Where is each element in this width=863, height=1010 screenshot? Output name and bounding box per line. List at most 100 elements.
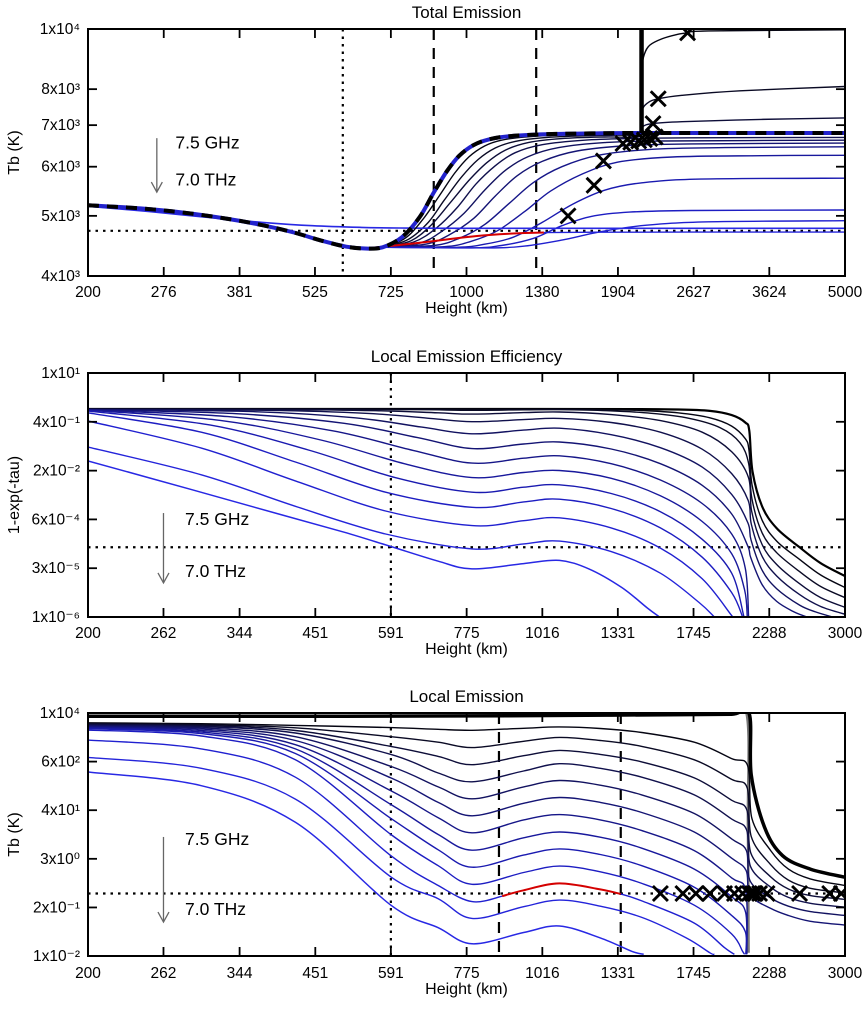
x-tick-label: 381	[227, 284, 253, 301]
x-marker	[791, 884, 809, 902]
y-tick-label: 6x10²	[41, 754, 80, 771]
curve-f10	[88, 729, 746, 955]
x-marker	[635, 131, 653, 149]
curve-f09	[88, 727, 748, 955]
x-tick-label: 775	[454, 625, 480, 642]
curve-f11-right	[620, 893, 735, 955]
x-tick-label: 1331	[601, 625, 635, 642]
curve-f02	[88, 722, 845, 894]
freq-arrow-head	[157, 572, 170, 585]
x-tick-label: 5000	[828, 284, 863, 301]
freq-arrow-head	[157, 911, 170, 924]
curve-f06	[88, 725, 845, 926]
curve-f01	[88, 408, 845, 589]
x-marker	[651, 884, 669, 902]
y-tick-label: 1x10⁴	[40, 705, 80, 722]
curve-f12	[88, 446, 715, 617]
plot-area-1	[88, 373, 845, 617]
x-marker	[743, 884, 762, 902]
x-tick-label: 2288	[752, 625, 786, 642]
x-tick-label: 200	[75, 284, 101, 301]
x-tick-label: 1745	[676, 625, 710, 642]
curve-7.5 GHz	[88, 713, 845, 879]
x-tick-label: 3000	[828, 625, 863, 642]
x-tick-label: 451	[302, 965, 328, 982]
x-tick-label: 591	[378, 625, 404, 642]
x-tick-label: 262	[151, 625, 177, 642]
y-tick-label: 6x10³	[41, 159, 80, 176]
curve-f11-highlight-red	[501, 882, 622, 898]
x-tick-label: 2288	[752, 965, 786, 982]
x-tick-label: 1000	[449, 284, 484, 301]
x-tick-label: 2627	[676, 284, 710, 301]
y-tick-label: 3x10⁰	[40, 851, 80, 868]
curve-f08	[88, 409, 748, 617]
panel-1: 200 262 344 451 591 775 1016 1331 1745 2288 3000 1x…	[6, 347, 863, 658]
axes-frame	[87, 28, 846, 277]
y-tick-label: 4x10⁻¹	[33, 414, 80, 431]
x-marker	[687, 884, 705, 902]
y-tick-label: 5x10³	[41, 208, 80, 225]
curve-7.0 THz	[88, 771, 644, 956]
curve-f12	[88, 756, 715, 956]
x-tick-label: 200	[75, 625, 101, 642]
x-marker	[559, 207, 577, 225]
x-tick-label: 344	[227, 625, 253, 642]
freq-arrow-head	[150, 181, 163, 194]
x-tick-label: 276	[151, 284, 177, 301]
y-tick-label: 8x10³	[41, 81, 80, 98]
y-tick-label: 1x10⁴	[40, 21, 80, 38]
panel-0: 200 276 381 525 725 1000 1380 1904 2627 3624 5000 1…	[6, 3, 863, 317]
x-tick-label: 451	[302, 625, 328, 642]
curve-f07	[88, 146, 845, 250]
x-tick-label: 775	[454, 965, 480, 982]
annotation-high-freq: 7.0 THz	[175, 169, 236, 189]
panel-title: Total Emission	[412, 3, 522, 22]
curve-f05	[88, 408, 833, 617]
x-marker	[585, 176, 603, 194]
panel-title: Local Emission Efficiency	[371, 347, 563, 366]
x-marker	[649, 90, 667, 108]
x-tick-label: 1016	[525, 625, 559, 642]
curve-f02	[88, 408, 845, 599]
curve-7.0 THz	[88, 460, 660, 617]
x-marker	[674, 884, 692, 902]
curve-f07	[88, 726, 748, 955]
curve-f04	[88, 408, 845, 615]
x-marker	[614, 134, 632, 152]
x-tick-label: 725	[378, 284, 404, 301]
plot-area-2	[88, 713, 845, 956]
y-axis-label: 1-exp(-tau)	[6, 456, 23, 534]
x-marker	[594, 152, 612, 170]
curve-f03	[88, 408, 845, 608]
annotation-low-freq: 7.5 GHz	[175, 132, 239, 152]
y-tick-label: 3x10⁻⁵	[32, 560, 80, 577]
curve-f01	[88, 722, 845, 887]
x-tick-label: 344	[227, 965, 253, 982]
x-tick-label: 591	[378, 965, 404, 982]
x-tick-label: 1745	[676, 965, 710, 982]
curve-f11-left	[88, 739, 503, 903]
x-tick-label: 3624	[752, 284, 787, 301]
x-marker	[751, 884, 769, 902]
curve-f07	[88, 409, 750, 617]
annotation-high-freq: 7.0 THz	[185, 561, 246, 581]
y-tick-label: 7x10³	[41, 117, 80, 134]
y-tick-label: 2x10⁻²	[33, 463, 80, 480]
y-axis-label: Tb (K)	[6, 130, 23, 174]
x-marker	[644, 115, 662, 133]
x-axis-label: Height (km)	[425, 300, 508, 317]
x-marker	[832, 884, 845, 902]
curve-f06	[88, 408, 808, 617]
y-tick-label: 4x10³	[41, 268, 80, 285]
y-tick-label: 1x10⁻²	[33, 948, 80, 965]
y-tick-label: 1x10⁻⁶	[32, 609, 80, 626]
x-tick-label: 1904	[601, 284, 636, 301]
x-axis-label: Height (km)	[425, 981, 508, 998]
plot-area-0	[88, 29, 845, 276]
x-tick-label: 525	[302, 284, 328, 301]
curve-7.5 GHz	[88, 130, 845, 251]
curve-f03	[88, 723, 845, 901]
